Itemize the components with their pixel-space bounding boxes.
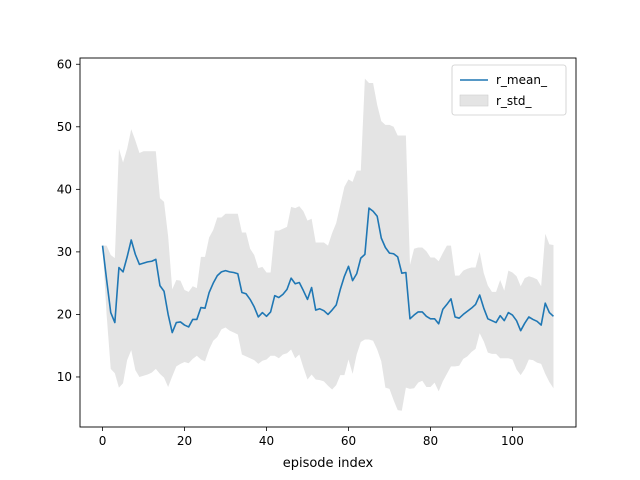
x-axis: 0 20 40 60 80 100 (99, 427, 524, 448)
legend-label-r-mean: r_mean_ (496, 73, 548, 87)
legend-label-r-std: r_std_ (496, 94, 533, 108)
y-tick-label: 20 (57, 307, 72, 321)
plot-area (101, 78, 554, 411)
y-tick-label: 10 (57, 370, 72, 384)
y-tick-label: 50 (57, 120, 72, 134)
x-tick-label: 40 (259, 434, 274, 448)
axes-frame (79, 57, 577, 428)
x-tick-label: 0 (99, 434, 107, 448)
x-tick-label: 100 (501, 434, 524, 448)
r-mean-line (101, 207, 554, 334)
y-tick-label: 60 (57, 57, 72, 71)
y-axis: 10 20 30 40 50 60 (57, 57, 80, 384)
legend-swatch-r-std (459, 94, 489, 107)
legend: r_mean_ r_std_ (451, 64, 567, 116)
r-std-band (102, 78, 554, 411)
x-tick-label: 80 (423, 434, 438, 448)
x-tick-label: 60 (341, 434, 356, 448)
x-axis-label: episode index (283, 456, 374, 471)
x-tick-label: 20 (177, 434, 192, 448)
y-tick-label: 30 (57, 245, 72, 259)
y-tick-label: 40 (57, 182, 72, 196)
